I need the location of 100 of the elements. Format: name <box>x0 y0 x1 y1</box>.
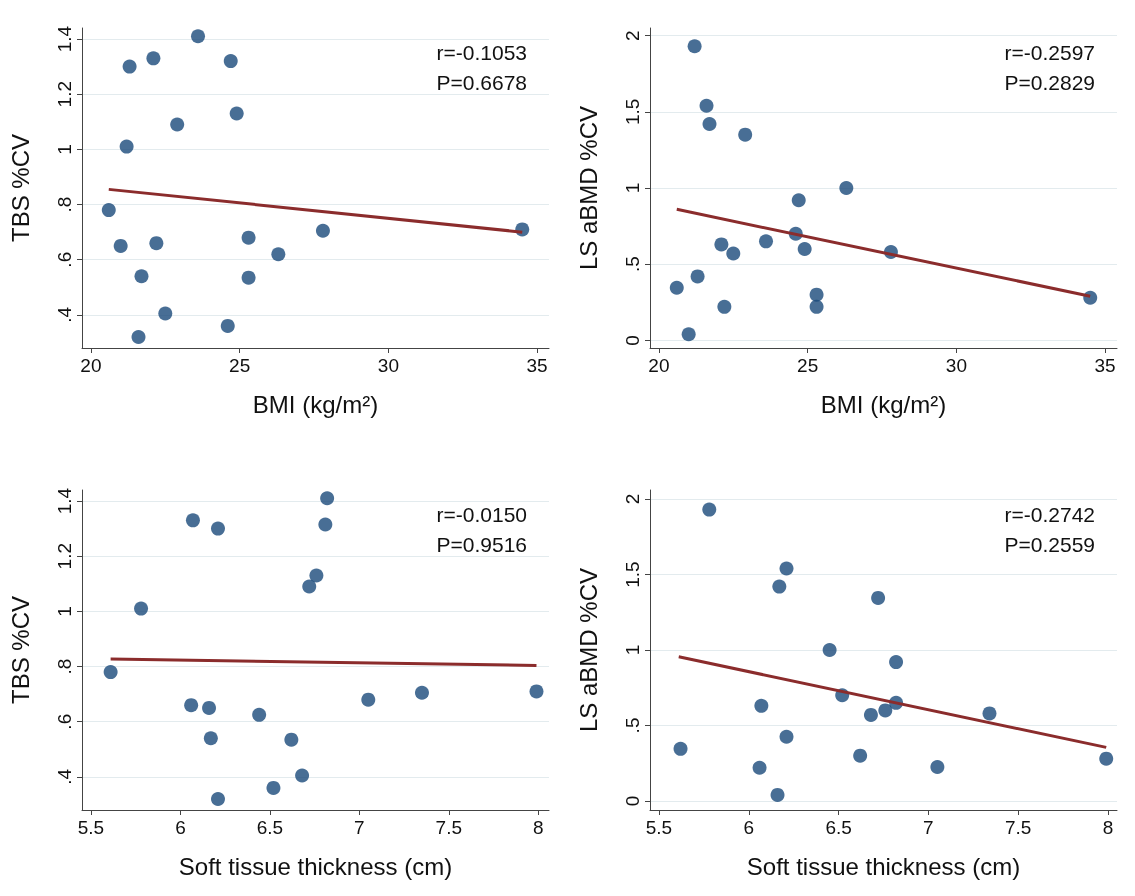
point <box>295 768 310 783</box>
point <box>726 246 741 261</box>
point <box>113 238 128 253</box>
point <box>315 223 330 238</box>
y-tick-label: 1.2 <box>54 543 75 570</box>
point <box>241 230 256 245</box>
point <box>119 139 134 154</box>
y-tick-label: 1 <box>54 144 75 155</box>
point <box>797 241 812 256</box>
x-tick-label: 35 <box>1094 355 1116 376</box>
y-tick-label: .6 <box>54 251 75 268</box>
point <box>681 327 696 342</box>
point <box>687 39 702 54</box>
point <box>1099 751 1114 766</box>
x-tick-label: 7 <box>354 817 365 838</box>
point <box>170 117 185 132</box>
point <box>241 270 256 285</box>
y-tick-label: .4 <box>54 768 75 785</box>
point <box>252 707 267 722</box>
point <box>982 706 997 721</box>
x-tick-label: 20 <box>80 355 102 376</box>
x-axis-title: BMI (kg/m²) <box>252 390 379 418</box>
point <box>203 731 218 746</box>
x-tick-label: 30 <box>377 355 399 376</box>
y-tick-label: .4 <box>54 306 75 323</box>
x-tick-label: 25 <box>797 355 819 376</box>
y-axis-title: LS aBMD %CV <box>574 105 602 271</box>
point <box>754 698 769 713</box>
y-axis-title: TBS %CV <box>6 595 34 705</box>
point <box>309 568 324 583</box>
point <box>809 299 824 314</box>
x-tick-label: 7.5 <box>1005 817 1032 838</box>
x-axis-title: Soft tissue thickness (cm) <box>178 852 453 880</box>
annotation: P=0.9516 <box>436 533 528 556</box>
x-tick-label: 8 <box>532 817 544 838</box>
point <box>669 280 684 295</box>
point <box>702 117 717 131</box>
y-tick-label: 1 <box>622 182 643 194</box>
x-axis-title: BMI (kg/m²) <box>820 390 947 418</box>
point <box>103 665 118 680</box>
y-tick-label: .5 <box>622 256 643 273</box>
y-tick-label: 0 <box>622 795 643 807</box>
point <box>878 703 893 718</box>
x-tick-label: 6.5 <box>825 817 852 838</box>
point <box>266 780 281 795</box>
x-tick-label: 6 <box>743 817 755 838</box>
y-tick-label: .8 <box>54 658 75 675</box>
x-tick-label: 7 <box>923 817 934 838</box>
y-tick-label: 1 <box>54 606 75 617</box>
point <box>414 685 429 700</box>
point <box>759 234 774 249</box>
y-tick-label: .8 <box>54 196 75 213</box>
y-tick-label: 1.4 <box>54 487 75 515</box>
point <box>229 106 244 121</box>
point <box>202 700 217 715</box>
y-tick-label: 1.5 <box>622 98 643 126</box>
x-tick-label: 5.5 <box>77 817 105 838</box>
point <box>184 698 199 713</box>
point <box>185 513 200 528</box>
y-tick-label: 1.5 <box>622 561 643 588</box>
point <box>690 269 705 284</box>
point <box>134 601 149 616</box>
point <box>146 51 161 66</box>
y-tick-label: 2 <box>622 493 643 505</box>
y-tick-label: 1 <box>622 644 643 656</box>
point <box>752 760 767 775</box>
y-tick-label: .6 <box>54 713 75 730</box>
x-tick-label: 25 <box>229 355 251 376</box>
point <box>134 269 149 284</box>
x-tick-label: 30 <box>945 355 967 376</box>
point <box>889 655 904 670</box>
point <box>871 590 886 605</box>
point <box>779 561 794 576</box>
point <box>320 491 335 506</box>
point <box>673 741 688 756</box>
point <box>149 236 164 251</box>
point <box>131 329 146 344</box>
point <box>770 787 785 802</box>
x-axis-title: Soft tissue thickness (cm) <box>746 852 1021 880</box>
x-tick-label: 35 <box>526 355 548 376</box>
annotation: P=0.2829 <box>1004 71 1096 94</box>
point <box>122 59 137 74</box>
annotation: r=-0.0150 <box>436 503 527 526</box>
x-tick-label: 8 <box>1102 817 1114 838</box>
y-tick-label: 0 <box>622 335 643 346</box>
annotation: P=0.2559 <box>1004 533 1096 556</box>
point <box>714 237 729 252</box>
point <box>930 759 945 774</box>
y-tick-label: 1.2 <box>54 81 75 108</box>
x-tick-label: 5.5 <box>645 817 673 838</box>
annotation: r=-0.2597 <box>1004 41 1095 64</box>
point <box>191 29 206 44</box>
y-tick-label: 1.4 <box>54 25 75 53</box>
point <box>809 287 824 302</box>
point <box>699 98 714 113</box>
point <box>302 579 317 594</box>
y-axis-title: LS aBMD %CV <box>574 567 602 733</box>
point <box>220 318 235 333</box>
point <box>158 306 173 321</box>
point <box>738 127 753 142</box>
